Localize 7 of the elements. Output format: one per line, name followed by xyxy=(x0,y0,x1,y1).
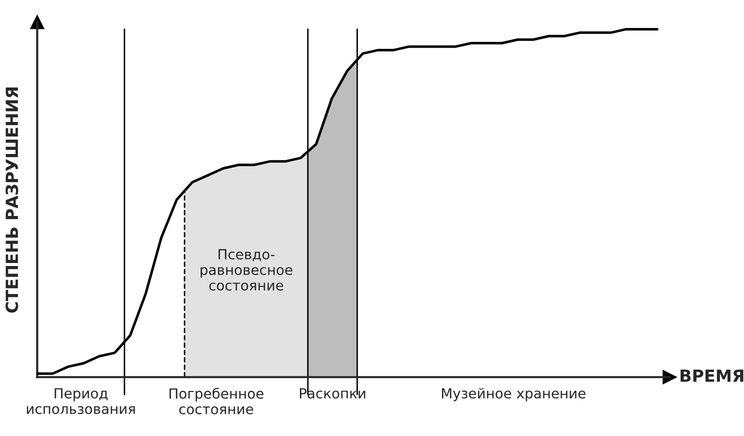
text: Раскопки xyxy=(300,388,366,399)
x-axis-title: ВРЕМЯ xyxy=(680,370,744,382)
text: Музейное хранение xyxy=(442,388,586,402)
text: Период использования xyxy=(26,388,135,414)
text: Погребенное состояние xyxy=(170,388,264,414)
y-axis-title: СТЕПЕНЬ РАЗРУШЕНИЯ xyxy=(6,87,18,313)
annotation: Псевдо- равновесное состояние xyxy=(200,249,292,291)
